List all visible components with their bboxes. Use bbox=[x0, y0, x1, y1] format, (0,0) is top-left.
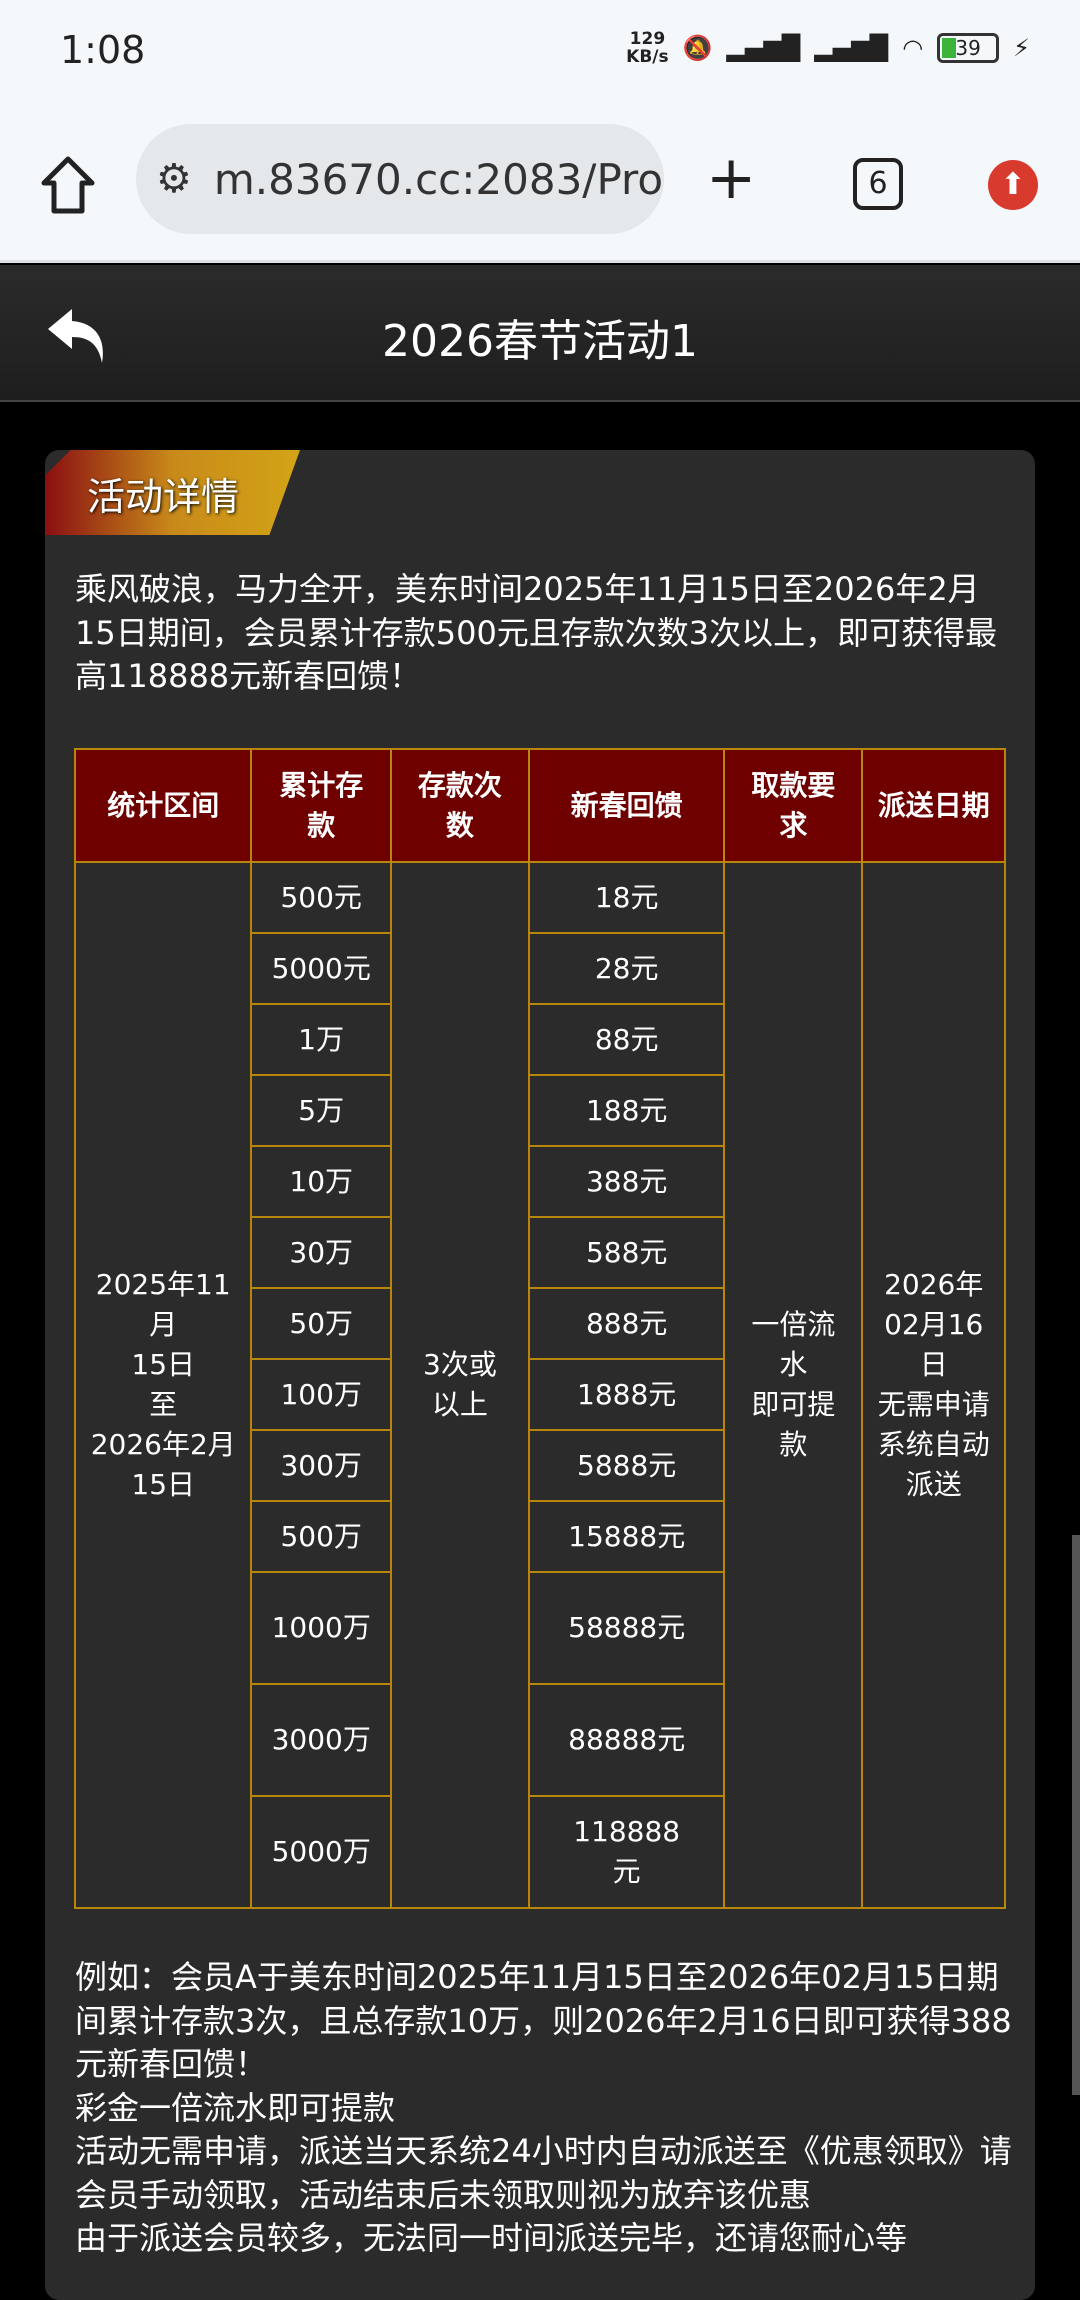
reward-cell: 18元 bbox=[527, 861, 726, 934]
withdraw-cell: 一倍流水即可提款 bbox=[723, 861, 864, 1909]
reward-cell: 88888元 bbox=[527, 1683, 726, 1797]
deposit-cell: 100万 bbox=[250, 1358, 392, 1431]
cell-line: 款 bbox=[779, 1428, 808, 1461]
table-row: 30万 588元 bbox=[75, 1216, 1005, 1289]
cell-line: 2026年2月 bbox=[90, 1428, 236, 1461]
signal-hd-icon: ▂▄▆█ bbox=[726, 34, 801, 62]
reward-cell: 888元 bbox=[527, 1287, 726, 1360]
deposit-cell: 1万 bbox=[250, 1003, 392, 1076]
cell-line: 一倍流 bbox=[751, 1308, 836, 1341]
deposit-cell: 50万 bbox=[250, 1287, 392, 1360]
column-header: 新春回馈 bbox=[527, 748, 726, 863]
deposit-cell: 300万 bbox=[250, 1429, 392, 1502]
deposit-cell: 5000元 bbox=[250, 932, 392, 1005]
cell-line: 15日 bbox=[131, 1348, 196, 1381]
footer-paragraph: 由于派送会员较多，无法同一时间派送完毕，还请您耐心等 bbox=[75, 2219, 908, 2257]
table-row: 300万 5888元 bbox=[75, 1429, 1005, 1502]
deposit-cell: 500万 bbox=[250, 1500, 392, 1573]
deposit-cell: 3000万 bbox=[250, 1683, 392, 1797]
footer-paragraph: 例如：会员A于美东时间2025年11月15日至2026年02月15日期间累计存款… bbox=[75, 1958, 1012, 2083]
table-row: 5万 188元 bbox=[75, 1074, 1005, 1147]
status-bar: 1:08 129 KB/s 🔕 ▂▄▆█ ▂▄▆█ ◠ 39 ⚡ bbox=[0, 0, 1080, 110]
charging-icon: ⚡ bbox=[1013, 34, 1030, 62]
deposit-cell: 10万 bbox=[250, 1145, 392, 1218]
table-row: 5000元 28元 bbox=[75, 932, 1005, 1005]
table-row: 100万 1888元 bbox=[75, 1358, 1005, 1431]
deposit-cell: 5万 bbox=[250, 1074, 392, 1147]
reward-cell: 88元 bbox=[527, 1003, 726, 1076]
new-tab-icon[interactable]: + bbox=[706, 143, 757, 213]
browser-toolbar: ⚙ m.83670.cc:2083/Pro + 6 ⬆ bbox=[0, 110, 1080, 263]
cell-line: 无需申请 bbox=[877, 1388, 990, 1421]
network-speed: 129 KB/s bbox=[626, 29, 669, 67]
reward-cell: 58888元 bbox=[527, 1571, 726, 1685]
site-settings-icon[interactable]: ⚙ bbox=[156, 156, 192, 202]
footer-notes: 例如：会员A于美东时间2025年11月15日至2026年02月15日期间累计存款… bbox=[75, 1956, 1015, 2261]
update-icon[interactable]: ⬆ bbox=[988, 160, 1038, 210]
column-header: 累计存款 bbox=[250, 748, 392, 863]
reward-cell: 28元 bbox=[527, 932, 726, 1005]
battery-icon: 39 bbox=[937, 33, 1000, 63]
deposit-cell: 500元 bbox=[250, 861, 392, 934]
footer-paragraph: 彩金一倍流水即可提款 bbox=[75, 2088, 396, 2127]
column-header: 统计区间 bbox=[73, 748, 253, 863]
cell-line: 至 bbox=[149, 1388, 178, 1421]
wifi-icon: ◠ bbox=[902, 34, 924, 62]
deposit-count-cell: 3次或以上 bbox=[389, 861, 530, 1909]
cell-line: 02月16日 bbox=[884, 1308, 984, 1381]
scrollbar[interactable] bbox=[1072, 1535, 1080, 2095]
reward-table: 统计区间 累计存款 存款次数 新春回馈 取款要求 派送日期 2025年11月 15日至 202… bbox=[73, 748, 1006, 1909]
cell-line: 派送 bbox=[905, 1468, 962, 1501]
table-row: 1万 88元 bbox=[75, 1003, 1005, 1076]
column-header: 存款次数 bbox=[389, 748, 530, 863]
cell-line: 2025年11月 bbox=[95, 1268, 231, 1341]
deposit-cell: 1000万 bbox=[250, 1571, 392, 1685]
column-header: 取款要求 bbox=[723, 748, 864, 863]
reward-cell: 118888元 bbox=[527, 1795, 726, 1909]
cell-line: 以上 bbox=[431, 1388, 488, 1421]
cell-line: 即可提 bbox=[751, 1388, 836, 1421]
cell-line: 2026年 bbox=[884, 1268, 984, 1301]
intro-text: 乘风破浪，马力全开，美东时间2025年11月15日至2026年2月15日期间，会… bbox=[75, 570, 998, 695]
reward-cell: 388元 bbox=[527, 1145, 726, 1218]
column-header: 派送日期 bbox=[861, 748, 1006, 863]
footer-paragraph: 活动无需申请，派送当天系统24小时内自动派送至《优惠领取》请会员手动领取，活动结… bbox=[75, 2132, 1012, 2214]
table-row: 500万 15888元 bbox=[75, 1500, 1005, 1573]
table-row: 5000万 118888元 bbox=[75, 1795, 1005, 1909]
page-title: 2026春节活动1 bbox=[382, 316, 698, 367]
deposit-cell: 30万 bbox=[250, 1216, 392, 1289]
table-row: 1000万 58888元 bbox=[75, 1571, 1005, 1685]
cell-line: 水 bbox=[779, 1348, 808, 1381]
table-row: 10万 388元 bbox=[75, 1145, 1005, 1218]
section-badge: 活动详情 bbox=[45, 450, 300, 535]
reward-cell: 15888元 bbox=[527, 1500, 726, 1573]
address-bar[interactable]: ⚙ m.83670.cc:2083/Pro bbox=[136, 124, 664, 234]
tabs-icon[interactable]: 6 bbox=[853, 158, 903, 210]
delivery-cell: 2026年 02月16日无需申请系统自动派送 bbox=[861, 861, 1006, 1909]
reward-cell: 1888元 bbox=[527, 1358, 726, 1431]
deposit-cell: 5000万 bbox=[250, 1795, 392, 1909]
signal-hd-icon: ▂▄▆█ bbox=[814, 34, 889, 62]
table-row: 3000万 88888元 bbox=[75, 1683, 1005, 1797]
table-row: 50万 888元 bbox=[75, 1287, 1005, 1360]
back-icon[interactable] bbox=[46, 305, 110, 365]
url-text: m.83670.cc:2083/Pro bbox=[213, 154, 664, 204]
cell-line: 3次或 bbox=[423, 1348, 497, 1381]
bell-muted-icon: 🔕 bbox=[682, 34, 713, 62]
clock: 1:08 bbox=[60, 28, 146, 72]
activity-card: 活动详情 乘风破浪，马力全开，美东时间2025年11月15日至2026年2月15… bbox=[45, 450, 1035, 2300]
table-row: 2025年11月 15日至 2026年2月 15日 500元 3次或 以上 18元 一倍流水即可… bbox=[73, 861, 1006, 1909]
reward-cell: 188元 bbox=[527, 1074, 726, 1147]
cell-line: 系统自动 bbox=[877, 1428, 990, 1461]
cell-line: 15日 bbox=[131, 1468, 196, 1501]
page-header: 2026春节活动1 bbox=[0, 265, 1080, 402]
home-icon[interactable] bbox=[40, 155, 96, 215]
period-cell: 2025年11月 15日至 2026年2月 15日 bbox=[73, 861, 253, 1909]
reward-cell: 588元 bbox=[527, 1216, 726, 1289]
reward-cell: 5888元 bbox=[527, 1429, 726, 1502]
